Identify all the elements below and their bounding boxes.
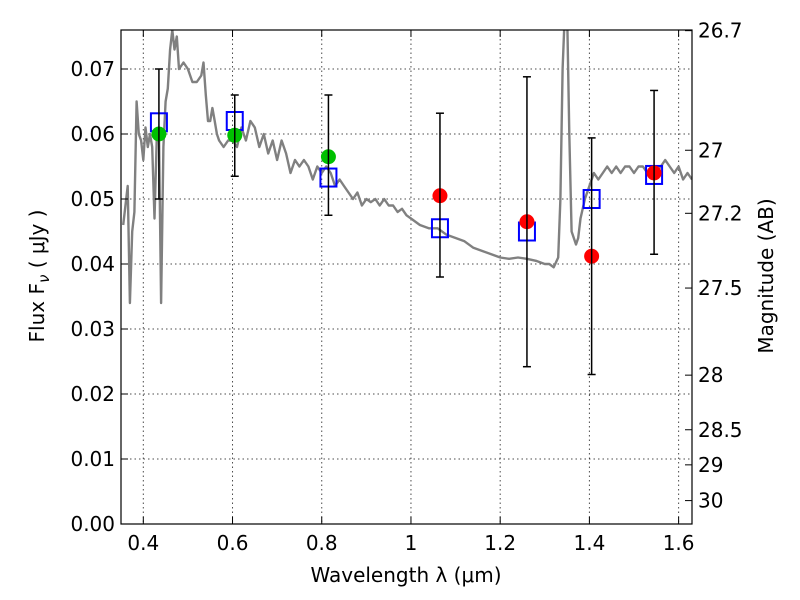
right-tick-label: 27.2 [698,201,743,225]
y-tick-label: 0.03 [70,317,115,341]
x-tick-label: 1 [405,531,418,555]
x-axis-label: Wavelength λ (μm) [310,563,501,587]
y-axis-label-left: Flux Fν ( μJy ) [25,210,53,343]
spectrum-line [122,30,692,305]
y-tick-label: 0.04 [70,252,115,276]
y-tick-label: 0.00 [70,512,115,536]
right-tick-label: 28.5 [698,418,743,442]
y-tick-label: 0.05 [70,187,115,211]
right-tick-label: 26.7 [698,19,743,43]
y-axis-label-unit: ( μJy ) [25,210,49,275]
right-tick-label: 27 [698,138,723,162]
right-tick-label: 29 [698,453,723,477]
y-tick-label: 0.06 [70,122,115,146]
plot-frame [120,29,693,525]
right-tick-label: 27.5 [698,276,743,300]
y-axis-label-main: Flux F [25,283,49,342]
y-tick-label: 0.02 [70,382,115,406]
x-tick-label: 0.8 [306,531,338,555]
x-tick-label: 0.6 [217,531,249,555]
y-tick-label: 0.01 [70,447,115,471]
x-tick-label: 1.4 [573,531,605,555]
x-tick-label: 0.4 [127,531,159,555]
right-tick-label: 30 [698,489,723,513]
x-tick-label: 1.6 [663,531,695,555]
y-axis-label-right: Magnitude (AB) [754,198,778,353]
axes: 0.4 0.6 0.8 1 1.2 1.4 1.6 0.00 0.01 0.02 0.03 0.04 0… [70,19,742,555]
plot-area [122,30,692,376]
right-tick-label: 28 [698,363,723,387]
y-axis-label-sub: ν [35,275,53,283]
y-tick-label: 0.07 [70,57,115,81]
x-tick-label: 1.2 [484,531,516,555]
